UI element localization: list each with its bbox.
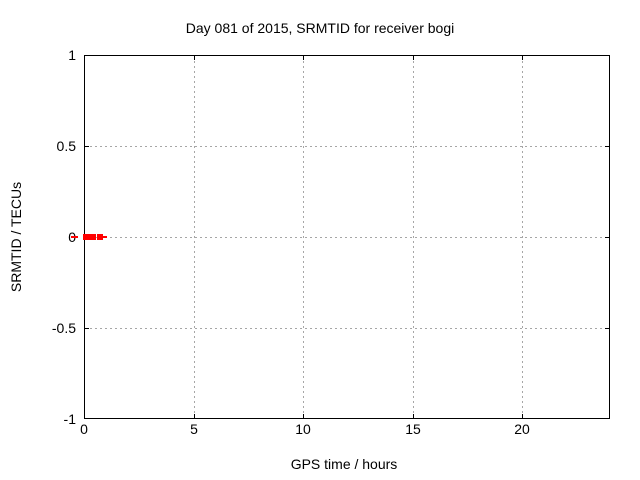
x-tick-top bbox=[413, 56, 414, 60]
x-tick-label: 5 bbox=[190, 421, 198, 437]
x-tick-bottom bbox=[413, 414, 414, 418]
y-tick-right bbox=[605, 146, 609, 147]
x-tick-top bbox=[522, 56, 523, 60]
y-tick-label: 0 bbox=[0, 228, 76, 246]
data-point bbox=[97, 234, 103, 240]
chart-title: Day 081 of 2015, SRMTID for receiver bog… bbox=[185, 20, 455, 36]
y-tick-left bbox=[85, 328, 89, 329]
y-tick-label: 0.5 bbox=[56, 138, 76, 154]
x-tick-label: 10 bbox=[295, 421, 311, 437]
grid-line-horizontal bbox=[85, 328, 609, 329]
x-axis-title: GPS time / hours bbox=[290, 456, 398, 472]
x-tick-label: 0 bbox=[80, 421, 88, 437]
x-tick-bottom bbox=[522, 414, 523, 418]
x-tick-bottom bbox=[194, 414, 195, 418]
x-tick-label: 15 bbox=[405, 421, 421, 437]
y-tick-right bbox=[605, 237, 609, 238]
x-tick-top bbox=[194, 56, 195, 60]
y-tick-label: 1 bbox=[68, 47, 76, 63]
x-tick-label: 20 bbox=[514, 421, 530, 437]
x-tick-top bbox=[303, 56, 304, 60]
y-tick-label: -1 bbox=[63, 411, 76, 427]
y-tick-left bbox=[85, 146, 89, 147]
y-tick-label: -0.5 bbox=[51, 320, 76, 336]
data-point bbox=[90, 234, 96, 240]
grid-line-horizontal bbox=[85, 146, 609, 147]
data-line-segment bbox=[103, 236, 107, 238]
data-line-segment bbox=[71, 236, 78, 238]
x-tick-bottom bbox=[303, 414, 304, 418]
y-tick-right bbox=[605, 328, 609, 329]
grid-line-horizontal bbox=[85, 237, 609, 238]
